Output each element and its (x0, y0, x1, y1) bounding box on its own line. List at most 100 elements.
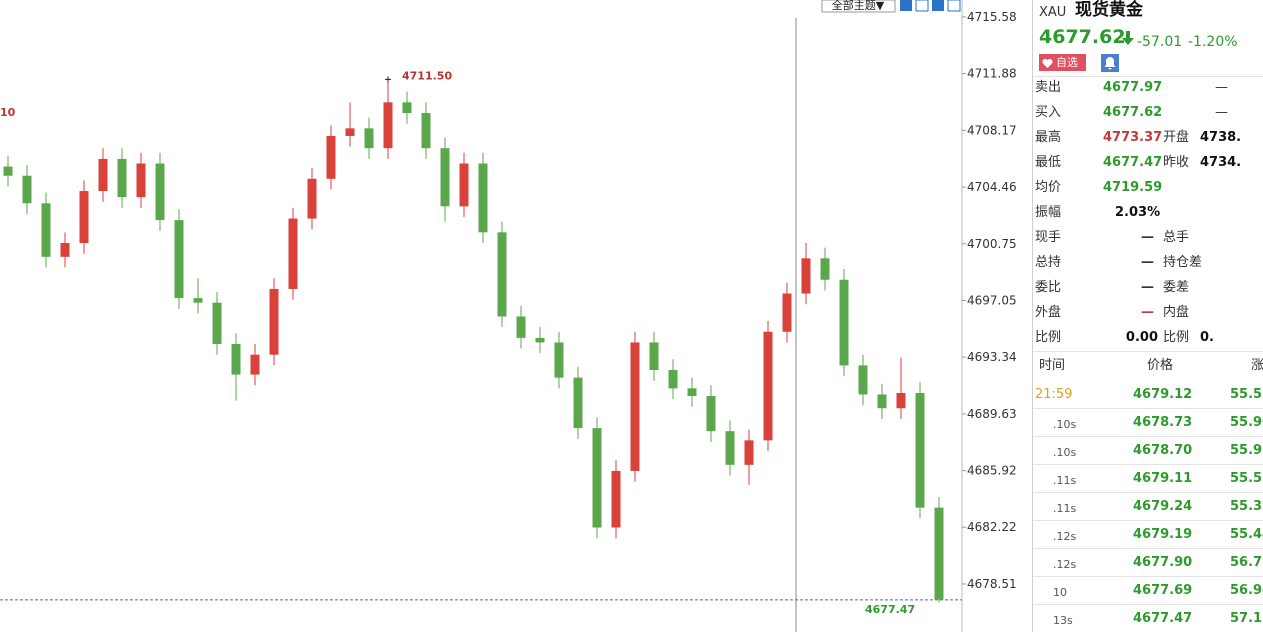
y-tick-label: 4711.88 (967, 67, 1017, 81)
row-value: 0.00 (1125, 330, 1158, 345)
row-value: 4773.37 (1103, 130, 1163, 145)
tool-icon[interactable] (915, 0, 929, 12)
trade-time: .10s (1053, 418, 1077, 431)
row-label: 比例 (1035, 330, 1062, 345)
row-label: 最低 (1035, 155, 1062, 170)
trade-price: 4679.11 (1133, 471, 1193, 486)
candle-body (421, 113, 431, 149)
candle-body (516, 316, 526, 338)
last-price-label: 4677.47 (865, 603, 915, 616)
last-price: 4677.62 (1039, 26, 1126, 48)
tool-icon[interactable] (932, 0, 944, 11)
separator (1033, 604, 1263, 605)
candle-body (573, 377, 583, 429)
candle-body (934, 507, 944, 600)
trade-change: 55.90 (1230, 415, 1263, 430)
heart-icon (1042, 58, 1053, 68)
row-label: 现手 (1035, 230, 1062, 245)
high-marker (385, 76, 391, 83)
trade-price: 4678.70 (1133, 443, 1193, 458)
row-label: 总手 (1163, 230, 1190, 245)
trade-time: 10 (1053, 586, 1067, 599)
candle-body (60, 243, 70, 257)
separator (1033, 492, 1263, 493)
candle-body (668, 369, 678, 389)
trade-change: 55.39 (1230, 499, 1263, 514)
trade-change: 55.93 (1230, 443, 1263, 458)
row-value: — (1141, 255, 1154, 270)
theme-button-label[interactable]: 全部主题▼ (832, 0, 885, 12)
candle-body (79, 191, 89, 244)
candle-body (155, 163, 165, 221)
candle-body (858, 365, 868, 395)
row-value: 4677.97 (1103, 80, 1163, 95)
y-tick-label: 4685.92 (967, 464, 1017, 478)
watch-button[interactable]: 自选 (1039, 54, 1086, 71)
trade-time: 21:59 (1035, 387, 1073, 402)
row-label: 委差 (1163, 280, 1190, 295)
y-tick-label: 4704.46 (967, 180, 1017, 194)
separator (1033, 464, 1263, 465)
change-pct: -1.20% (1188, 34, 1238, 50)
candle-body (725, 431, 735, 465)
candle-body (611, 470, 621, 528)
toolbar-icons (900, 0, 961, 12)
trade-time: .12s (1053, 530, 1077, 543)
candle-body (915, 392, 925, 508)
separator (1033, 76, 1263, 77)
trade-change: 55.44 (1230, 527, 1263, 542)
candle-body (801, 258, 811, 294)
trade-price: 4679.12 (1133, 387, 1193, 402)
y-tick-label: 4708.17 (967, 123, 1017, 137)
candle-body (402, 102, 412, 114)
candle-body (231, 343, 241, 375)
candle-body (307, 178, 317, 219)
separator (1033, 351, 1263, 352)
separator (1033, 436, 1263, 437)
row-label: 持仓差 (1163, 255, 1203, 270)
candle-body (326, 135, 336, 179)
tool-icon[interactable] (900, 0, 912, 11)
trade-price: 4679.24 (1133, 499, 1193, 514)
candle-body (820, 258, 830, 280)
separator (1033, 576, 1263, 577)
trade-time: .11s (1053, 502, 1077, 515)
row-label: 开盘 (1163, 130, 1190, 145)
y-tick-label: 4693.34 (967, 350, 1017, 364)
alert-button[interactable] (1101, 54, 1119, 72)
row-label: 委比 (1035, 280, 1062, 295)
row-value: — (1141, 305, 1154, 320)
trade-time: 13s (1053, 614, 1073, 627)
trade-price: 4677.90 (1133, 555, 1193, 570)
row-label: 卖出 (1035, 80, 1062, 95)
candle-body (839, 279, 849, 366)
trade-price: 4679.19 (1133, 527, 1193, 542)
high-label: 4711.50 (402, 69, 452, 82)
row-value: 0. (1200, 330, 1214, 345)
row-value: — (1141, 230, 1154, 245)
separator (1033, 408, 1263, 409)
row-label: 外盘 (1035, 305, 1062, 320)
row-value: — (1215, 80, 1228, 95)
candle-body (345, 128, 355, 136)
y-tick-label: 4689.63 (967, 407, 1017, 421)
trade-change: 55.52 (1230, 471, 1263, 486)
trade-price: 4677.47 (1133, 611, 1193, 626)
candle-body (630, 342, 640, 471)
candle-body (440, 148, 450, 207)
cut-label: 10 (0, 106, 16, 119)
candle-body (174, 220, 184, 299)
candle-body (649, 342, 659, 370)
tool-icon[interactable] (947, 0, 961, 12)
candle-body (497, 232, 507, 317)
y-tick-label: 4697.05 (967, 293, 1017, 307)
row-label: 昨收 (1163, 155, 1190, 170)
theme-button[interactable] (821, 0, 896, 13)
trade-header: 涨 (1251, 358, 1263, 373)
candle-body (877, 394, 887, 409)
candle-body (364, 128, 374, 149)
candle-body (41, 203, 51, 257)
change: -57.01 (1137, 34, 1183, 50)
candle-body (687, 388, 697, 396)
